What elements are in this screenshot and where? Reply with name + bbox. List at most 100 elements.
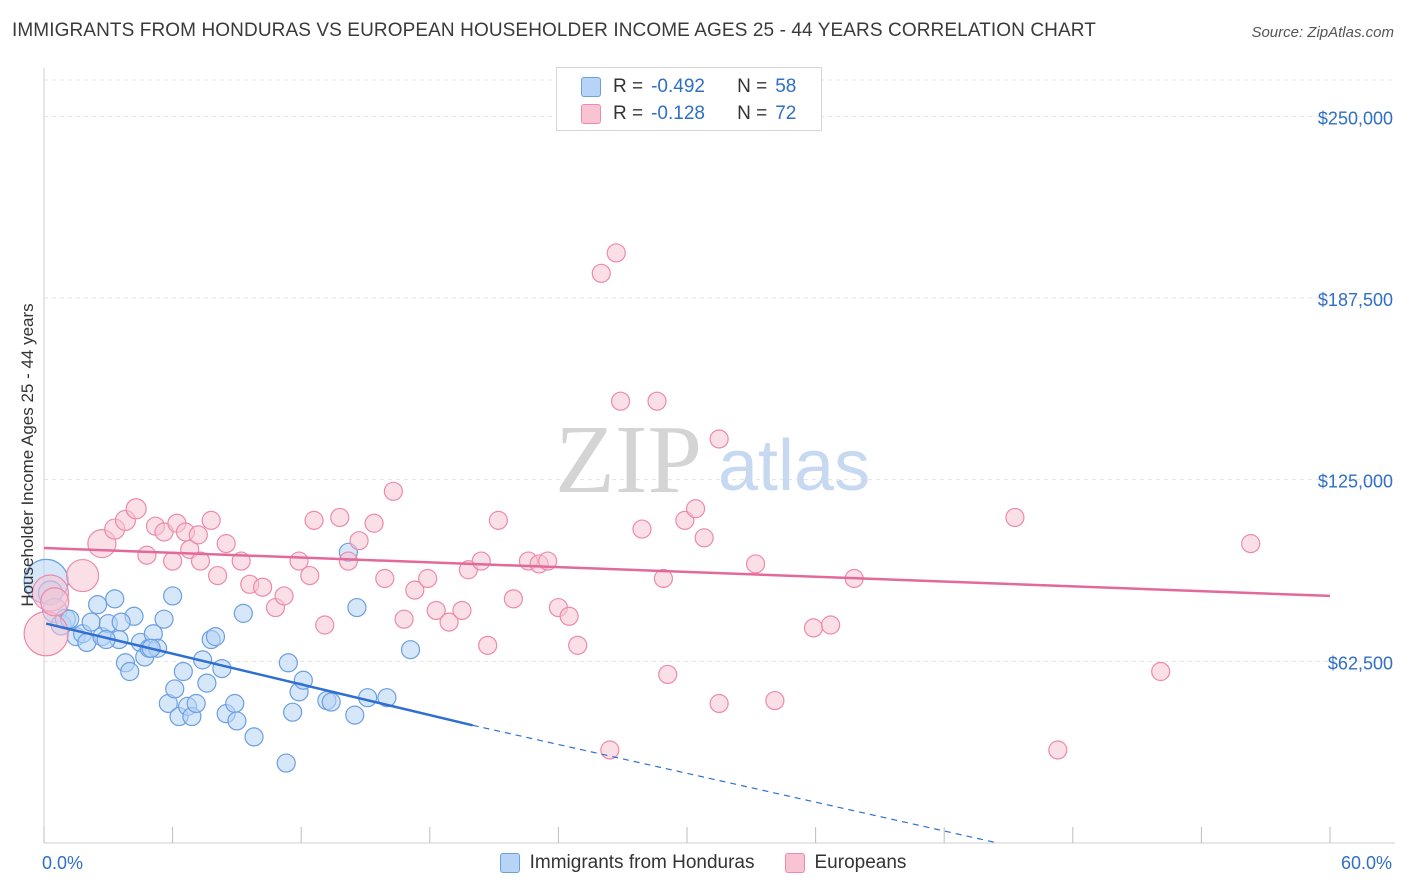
point-europeans	[653, 568, 674, 589]
point-europeans	[1005, 507, 1025, 528]
point-europeans	[65, 558, 100, 593]
point-honduras	[227, 711, 247, 731]
point-europeans	[383, 481, 403, 501]
point-europeans	[253, 577, 273, 597]
stats-legend-row-honduras: R = -0.492 N = 58	[581, 75, 796, 99]
europeans-swatch	[581, 104, 601, 124]
y-tick-label: $125,000	[1318, 472, 1393, 492]
point-europeans	[439, 612, 459, 632]
point-europeans	[606, 243, 626, 263]
point-honduras	[105, 589, 125, 609]
point-europeans	[471, 551, 491, 571]
y-tick-labels: $62,500 $125,000 $187,500 $250,000	[1318, 108, 1393, 673]
point-europeans	[137, 545, 157, 565]
honduras-swatch	[581, 77, 601, 97]
point-europeans	[418, 568, 438, 589]
watermark-atlas: atlas	[718, 426, 870, 506]
point-honduras	[225, 693, 245, 714]
watermark-zip: ZIP	[555, 406, 702, 514]
point-honduras	[197, 673, 217, 693]
legend-item-europeans[interactable]: Europeans	[784, 852, 906, 874]
point-europeans	[40, 587, 70, 617]
point-europeans	[1048, 740, 1068, 760]
point-europeans	[647, 391, 667, 411]
point-europeans	[349, 531, 369, 551]
point-europeans	[685, 499, 706, 519]
point-europeans	[632, 519, 652, 539]
y-tick-label: $62,500	[1328, 653, 1393, 673]
point-europeans	[745, 554, 766, 574]
trend-line-europeans	[43, 546, 1331, 598]
r-value-honduras: -0.492	[651, 76, 705, 97]
legend-item-honduras[interactable]: Immigrants from Honduras	[499, 852, 755, 874]
point-honduras	[173, 661, 193, 682]
n-label: N =	[737, 103, 768, 124]
legend-swatch-honduras	[499, 853, 520, 873]
point-europeans	[394, 609, 414, 629]
point-honduras	[154, 609, 174, 629]
r-label: R =	[613, 103, 644, 124]
trend-lines	[43, 546, 1331, 844]
point-europeans	[591, 263, 611, 283]
trend-line-honduras	[45, 622, 473, 727]
data-points	[23, 243, 1261, 773]
point-europeans	[568, 635, 588, 655]
point-europeans	[488, 510, 508, 530]
point-honduras	[377, 688, 397, 708]
point-europeans	[274, 586, 294, 606]
point-europeans	[821, 615, 841, 635]
point-europeans	[658, 664, 678, 685]
x-axis-max-label: 60.0%	[1340, 853, 1392, 873]
point-europeans	[765, 690, 785, 711]
point-europeans	[364, 513, 384, 533]
point-europeans	[125, 498, 147, 520]
point-honduras	[165, 679, 185, 699]
point-europeans	[694, 528, 714, 548]
point-europeans	[478, 635, 498, 655]
point-europeans	[709, 693, 729, 714]
point-honduras	[87, 595, 108, 615]
trend-line-honduras-extrapolated	[472, 724, 998, 844]
point-europeans	[405, 580, 425, 600]
r-label: R =	[613, 76, 644, 97]
n-value-europeans: 72	[775, 103, 797, 124]
point-europeans	[452, 600, 472, 621]
point-europeans	[503, 589, 523, 609]
y-tick-label: $187,500	[1318, 290, 1393, 310]
point-europeans	[1151, 661, 1171, 682]
point-europeans	[163, 551, 183, 571]
chart-title: IMMIGRANTS FROM HONDURAS VS EUROPEAN HOU…	[12, 20, 1096, 41]
point-honduras	[276, 753, 296, 773]
point-europeans	[426, 600, 446, 621]
point-europeans	[559, 606, 579, 626]
point-europeans	[216, 534, 236, 554]
point-honduras	[278, 653, 298, 673]
stats-legend-row-europeans: R = -0.128 N = 72	[581, 102, 796, 126]
point-europeans	[375, 568, 395, 589]
point-europeans	[610, 391, 631, 411]
point-europeans	[803, 618, 824, 638]
point-europeans	[315, 615, 335, 635]
stats-legend: R = -0.492 N = 58 R = -0.128 N = 72	[556, 67, 822, 131]
point-honduras	[244, 727, 264, 747]
point-honduras	[120, 661, 140, 682]
point-europeans	[201, 510, 221, 530]
point-europeans	[338, 551, 358, 571]
series-legend: Immigrants from Honduras Europeans	[0, 852, 1406, 874]
point-honduras	[163, 586, 183, 606]
point-honduras	[205, 627, 226, 647]
point-honduras	[347, 597, 367, 618]
point-honduras	[233, 603, 253, 623]
point-europeans	[190, 551, 211, 571]
legend-label-honduras: Immigrants from Honduras	[529, 852, 755, 873]
point-europeans	[300, 565, 320, 586]
y-axis-label: Householder Income Ages 25 - 44 years	[18, 303, 37, 607]
point-honduras	[186, 693, 206, 714]
r-value-europeans: -0.128	[651, 103, 705, 124]
point-europeans	[1241, 534, 1261, 554]
n-label: N =	[737, 76, 768, 97]
point-europeans	[304, 510, 324, 530]
point-honduras	[345, 705, 365, 725]
point-europeans	[23, 611, 69, 657]
